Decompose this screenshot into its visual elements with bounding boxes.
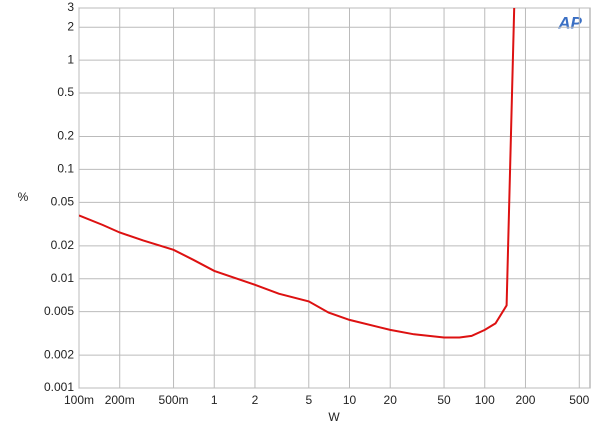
y-tick-label: 0.05: [51, 194, 75, 208]
x-tick-label: 500m: [159, 393, 189, 407]
y-tick-label: 0.5: [57, 85, 74, 99]
x-tick-label: 100: [475, 393, 495, 407]
y-tick-label: 1: [67, 52, 74, 66]
y-tick-label: 0.002: [44, 347, 74, 361]
y-tick-label: 0.005: [44, 304, 74, 318]
y-tick-label: 2: [67, 19, 74, 33]
x-tick-label: 50: [437, 393, 451, 407]
plot-frame: [78, 7, 591, 389]
logo: AP: [557, 13, 582, 32]
y-tick-label: 0.01: [51, 271, 75, 285]
x-tick-label: 10: [343, 393, 357, 407]
y-tick-label: 0.2: [57, 129, 74, 143]
x-tick-label: 200: [515, 393, 535, 407]
y-tick-label: 3: [67, 0, 74, 14]
series-line: [79, 8, 516, 339]
y-tick-label: 0.001: [44, 380, 74, 394]
y-tick-label: 0.1: [57, 162, 74, 176]
y-tick-label: 0.02: [51, 238, 75, 252]
x-tick-label: 100m: [64, 393, 94, 407]
x-tick-label: 20: [384, 393, 398, 407]
x-tick-label: 200m: [105, 393, 135, 407]
x-axis-label: W: [328, 410, 340, 424]
y-axis-label: %: [18, 190, 29, 204]
x-tick-label: 5: [305, 393, 312, 407]
x-tick-label: 2: [252, 393, 259, 407]
x-tick-label: 1: [211, 393, 218, 407]
x-tick-label: 500: [569, 393, 589, 407]
